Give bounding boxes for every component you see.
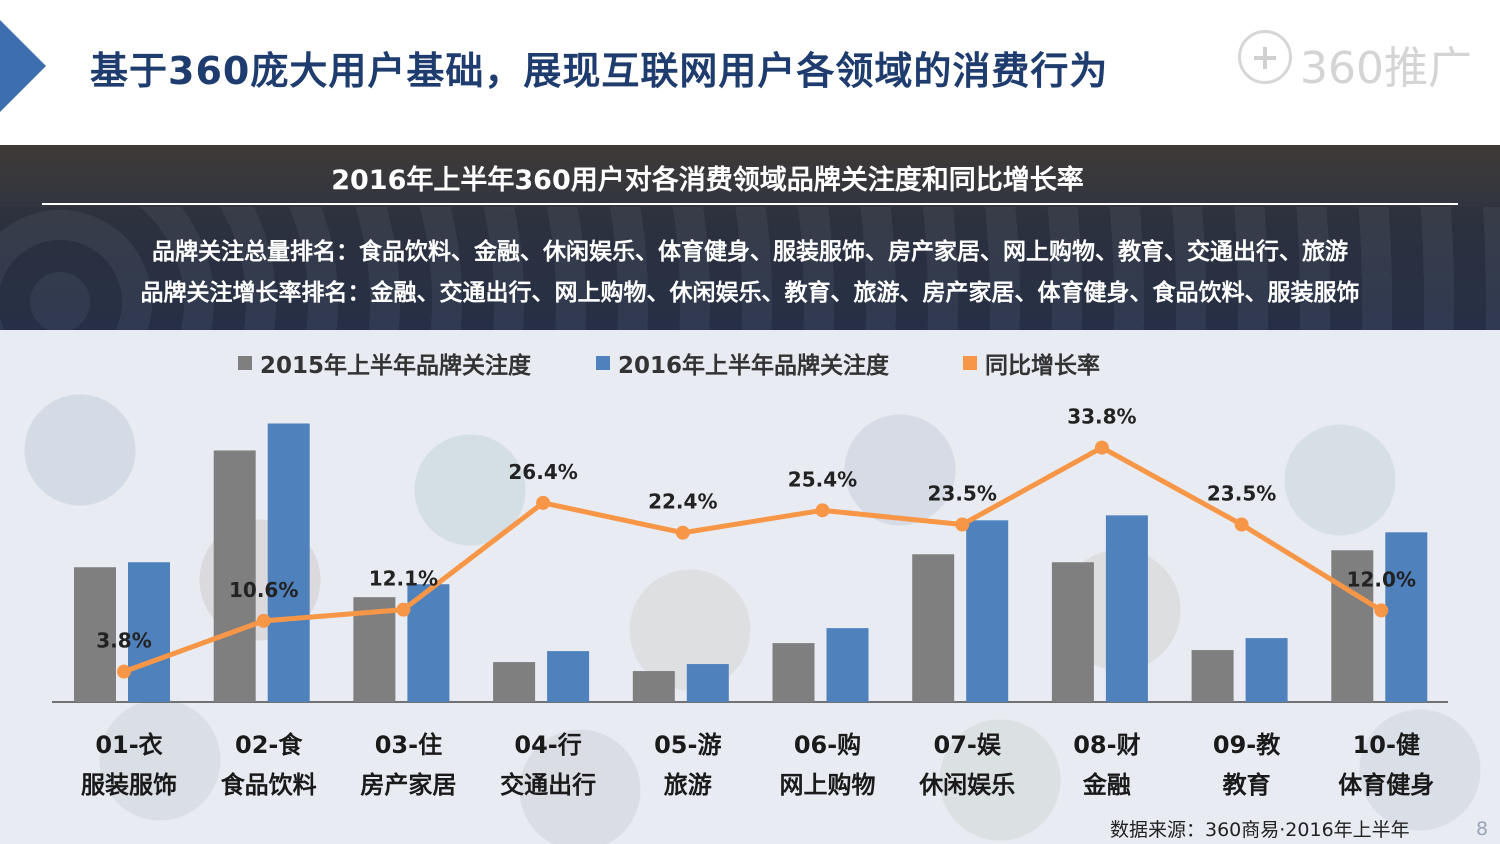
rank-total-text: 品牌关注总量排名：食品饮料、金融、休闲娱乐、体育健身、服装服饰、房产家居、网上购… bbox=[152, 239, 1348, 265]
bar-2016 bbox=[1385, 532, 1428, 702]
page-number: 8 bbox=[1476, 818, 1489, 840]
x-tick-label: 05-游 bbox=[654, 731, 721, 759]
bar-2015 bbox=[493, 662, 536, 702]
legend-label-growth: 同比增长率 bbox=[985, 353, 1100, 379]
legend-swatch-2016 bbox=[596, 356, 610, 370]
bar-2016 bbox=[1245, 638, 1288, 702]
x-tick-label: 服装服饰 bbox=[81, 771, 177, 799]
x-tick-label: 休闲娱乐 bbox=[918, 771, 1015, 799]
page-title: 基于360庞大用户基础，展现互联网用户各领域的消费行为 bbox=[90, 49, 1109, 93]
header-arrow-icon bbox=[0, 20, 46, 112]
x-tick-label: 09-教 bbox=[1213, 731, 1281, 759]
bar-2016 bbox=[686, 664, 729, 702]
growth-point bbox=[396, 602, 411, 617]
x-tick-label: 04-行 bbox=[514, 731, 581, 759]
bar-2015 bbox=[772, 643, 815, 702]
logo: 360推广 bbox=[1238, 30, 1488, 94]
x-tick-label: 房产家居 bbox=[360, 771, 456, 799]
growth-data-label: 25.4% bbox=[788, 467, 857, 491]
data-source: 数据来源：360商易·2016年上半年 bbox=[1110, 819, 1410, 841]
x-tick-label: 网上购物 bbox=[780, 771, 876, 799]
growth-point bbox=[536, 495, 551, 510]
growth-data-label: 22.4% bbox=[648, 490, 717, 514]
header: 基于360庞大用户基础，展现互联网用户各领域的消费行为 360推广 bbox=[0, 0, 1500, 145]
growth-line bbox=[123, 445, 1383, 674]
bar-2016 bbox=[966, 520, 1009, 702]
growth-data-label: 26.4% bbox=[508, 460, 577, 484]
x-tick-label: 交通出行 bbox=[500, 771, 596, 799]
bar-2016 bbox=[547, 651, 590, 702]
bar-2015 bbox=[1331, 550, 1374, 702]
bar-2015 bbox=[632, 671, 675, 702]
growth-point bbox=[256, 613, 271, 628]
x-tick-label: 06-购 bbox=[794, 731, 861, 759]
bar-2015 bbox=[1191, 650, 1234, 702]
growth-data-label: 23.5% bbox=[928, 482, 997, 506]
bar-2015 bbox=[1051, 562, 1094, 702]
growth-data-label: 23.5% bbox=[1207, 482, 1276, 506]
x-tick-label: 体育健身 bbox=[1338, 771, 1434, 799]
growth-data-label: 12.0% bbox=[1347, 567, 1416, 591]
title-divider bbox=[42, 203, 1458, 205]
legend-item-2016: 2016年上半年品牌关注度 bbox=[596, 346, 889, 380]
bar-2016 bbox=[128, 562, 170, 702]
growth-data-label: 3.8% bbox=[96, 629, 151, 653]
bar-2016 bbox=[267, 423, 310, 702]
legend-swatch-growth bbox=[963, 356, 977, 370]
x-tick-label: 03-住 bbox=[375, 731, 442, 759]
growth-data-label: 12.1% bbox=[369, 567, 438, 591]
chart-title: 2016年上半年360用户对各消费领域品牌关注度和同比增长率 bbox=[331, 165, 1084, 196]
growth-point bbox=[1094, 440, 1109, 455]
logo-text: 360推广 bbox=[1300, 43, 1472, 94]
x-tick-label: 金融 bbox=[1082, 771, 1131, 799]
legend-item-2015: 2015年上半年品牌关注度 bbox=[238, 346, 531, 380]
bar-2016 bbox=[1105, 515, 1148, 702]
growth-point bbox=[117, 664, 131, 679]
x-tick-label: 08-财 bbox=[1073, 731, 1140, 759]
growth-point bbox=[1374, 603, 1389, 618]
growth-point bbox=[955, 517, 970, 532]
growth-data-label: 10.6% bbox=[229, 578, 298, 602]
background-dark-band bbox=[0, 145, 1500, 330]
growth-point bbox=[1234, 517, 1249, 532]
x-tick-label: 01-衣 bbox=[95, 731, 162, 759]
x-tick-label: 教育 bbox=[1223, 771, 1271, 799]
x-tick-label: 食品饮料 bbox=[221, 771, 317, 799]
x-tick-label: 旅游 bbox=[664, 771, 712, 799]
legend-swatch-2015 bbox=[238, 356, 252, 370]
legend-label-2016: 2016年上半年品牌关注度 bbox=[618, 353, 890, 379]
legend-label-2015: 2015年上半年品牌关注度 bbox=[260, 353, 532, 379]
chart-legend: 2015年上半年品牌关注度 2016年上半年品牌关注度 同比增长率 bbox=[0, 346, 1500, 380]
bar-2016 bbox=[826, 628, 869, 702]
growth-point bbox=[675, 525, 690, 540]
bar-2015 bbox=[74, 567, 116, 702]
legend-item-growth: 同比增长率 bbox=[963, 346, 1100, 380]
growth-data-label: 33.8% bbox=[1067, 405, 1136, 429]
plus-circle-icon bbox=[1238, 30, 1292, 84]
rank-growth-text: 品牌关注增长率排名：金融、交通出行、网上购物、休闲娱乐、教育、旅游、房产家居、体… bbox=[140, 280, 1360, 306]
bar-2015 bbox=[213, 450, 256, 702]
growth-point bbox=[815, 503, 830, 518]
bar-2015 bbox=[912, 554, 955, 702]
x-tick-label: 02-食 bbox=[235, 731, 303, 759]
x-tick-label: 07-娱 bbox=[934, 731, 1002, 759]
x-tick-label: 10-健 bbox=[1353, 731, 1420, 759]
